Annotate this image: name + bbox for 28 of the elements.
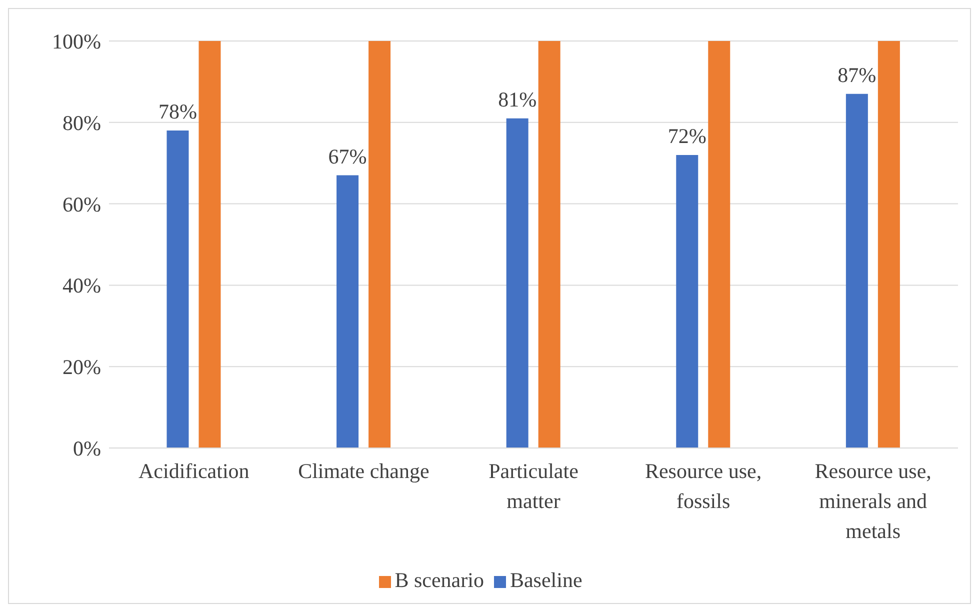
data-label: 87%: [838, 62, 876, 87]
bar: [708, 41, 730, 448]
x-tick-label: Acidification: [138, 459, 250, 483]
y-tick-label: 80%: [62, 110, 101, 135]
y-tick-label: 60%: [62, 192, 101, 216]
bar: [166, 130, 189, 448]
legend-label: Baseline: [510, 568, 582, 592]
data-label: 67%: [328, 144, 367, 168]
data-label: 78%: [158, 100, 197, 124]
y-tick-label: 100%: [52, 29, 101, 54]
x-tick-label: Resource use, minerals and metals: [814, 459, 932, 543]
bar: [198, 41, 221, 448]
bar: [368, 41, 391, 448]
y-tick-label: 20%: [62, 355, 101, 380]
x-tick-label: Climate change: [298, 459, 430, 483]
bar: [676, 154, 698, 448]
data-label: 72%: [668, 124, 706, 148]
bar: [336, 175, 359, 448]
x-tick-label: Resource use, fossils: [644, 459, 762, 513]
bar: [878, 41, 900, 448]
y-tick-label: 0%: [73, 436, 101, 460]
bar: [538, 41, 560, 448]
bar: [506, 118, 528, 448]
data-label: 81%: [498, 87, 537, 112]
x-tick-label: Particulate matter: [488, 459, 578, 513]
legend-label: B scenario: [394, 568, 484, 592]
bar: [846, 94, 868, 448]
y-tick-label: 40%: [62, 274, 101, 298]
